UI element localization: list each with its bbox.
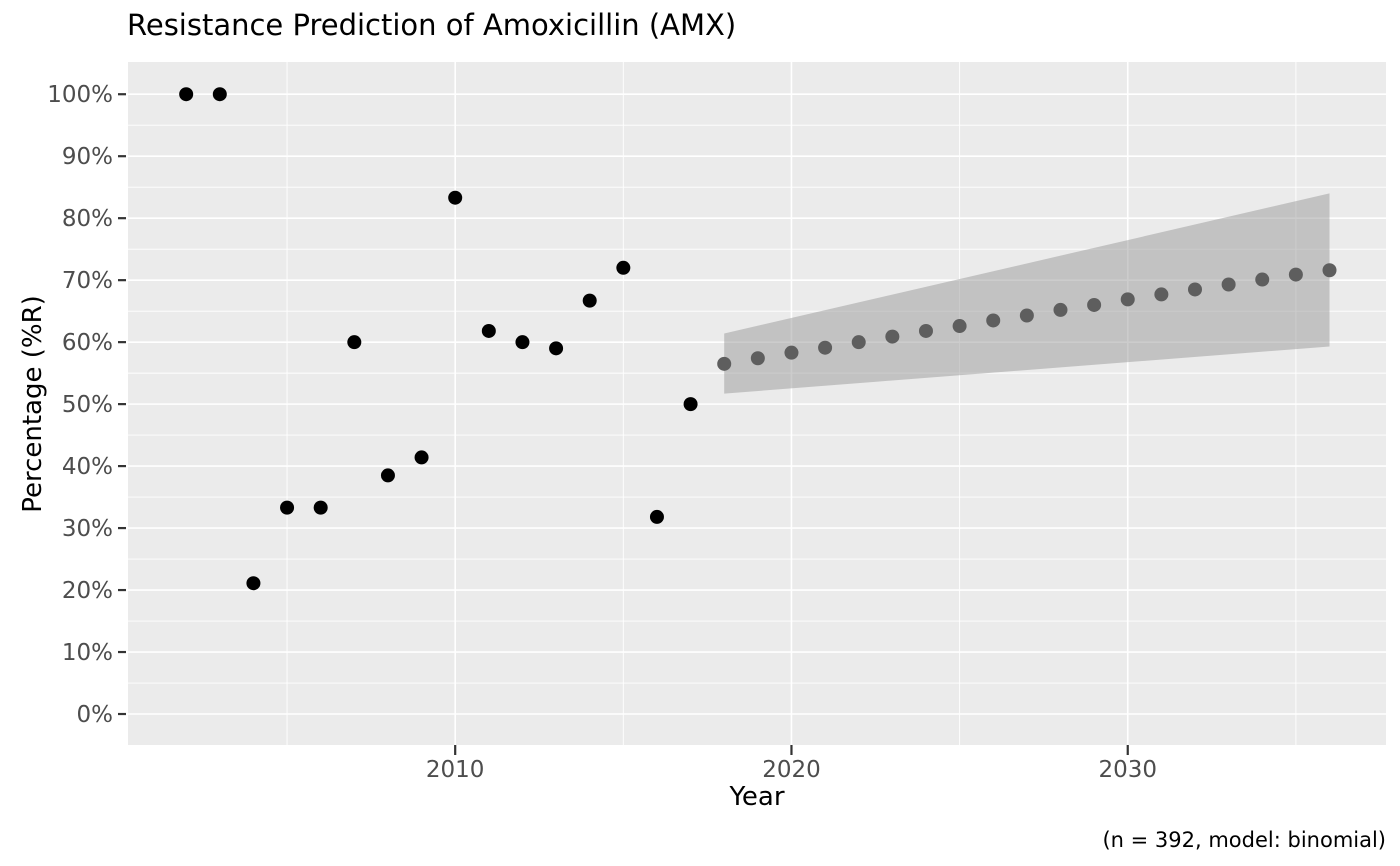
y-tick-label: 60%	[62, 330, 113, 356]
y-tick-label: 90%	[62, 144, 113, 170]
observed-point	[246, 576, 261, 591]
observed-point	[414, 450, 429, 465]
x-tick-label: 2010	[426, 757, 485, 783]
observed-point	[582, 293, 597, 308]
y-tick-label: 0%	[77, 702, 114, 728]
x-axis-title: Year	[729, 782, 785, 812]
y-tick-label: 40%	[62, 454, 113, 480]
predicted-point	[1255, 272, 1270, 287]
y-tick-label: 100%	[47, 82, 113, 108]
observed-point	[347, 335, 362, 350]
observed-point	[549, 341, 564, 356]
predicted-point	[986, 313, 1001, 328]
predicted-point	[1288, 267, 1303, 282]
observed-point	[280, 500, 295, 515]
predicted-point	[918, 323, 933, 338]
predicted-point	[1221, 277, 1236, 292]
predicted-point	[1154, 287, 1169, 302]
confidence-ribbon	[724, 193, 1330, 394]
y-tick-label: 10%	[62, 640, 113, 666]
predicted-point	[1187, 282, 1202, 297]
observed-point	[448, 190, 463, 205]
predicted-point	[1322, 263, 1337, 278]
observed-point	[313, 500, 328, 515]
predicted-point	[750, 351, 765, 366]
x-tick-label: 2020	[762, 757, 821, 783]
predicted-point	[1120, 292, 1135, 307]
observed-point	[179, 87, 194, 102]
predicted-point	[1087, 297, 1102, 312]
y-tick-label: 70%	[62, 268, 113, 294]
y-tick-label: 30%	[62, 516, 113, 542]
predicted-point	[717, 356, 732, 371]
observed-point	[212, 87, 227, 102]
observed-point	[616, 260, 631, 275]
predicted-point	[1053, 302, 1068, 317]
observed-point	[380, 468, 395, 483]
observed-point	[481, 323, 496, 338]
predicted-point	[851, 335, 866, 350]
predicted-point	[818, 340, 833, 355]
predicted-point	[952, 319, 967, 334]
predicted-point	[1019, 308, 1034, 323]
observed-point	[515, 335, 530, 350]
plot-caption: (n = 392, model: binomial)	[1102, 828, 1386, 852]
x-tick-label: 2030	[1098, 757, 1157, 783]
y-tick-label: 80%	[62, 206, 113, 232]
y-tick-label: 20%	[62, 578, 113, 604]
predicted-point	[885, 329, 900, 344]
plot-title: Resistance Prediction of Amoxicillin (AM…	[127, 8, 737, 42]
y-tick-label: 50%	[62, 392, 113, 418]
observed-point	[649, 509, 664, 524]
observed-point	[683, 397, 698, 412]
predicted-point	[784, 345, 799, 360]
